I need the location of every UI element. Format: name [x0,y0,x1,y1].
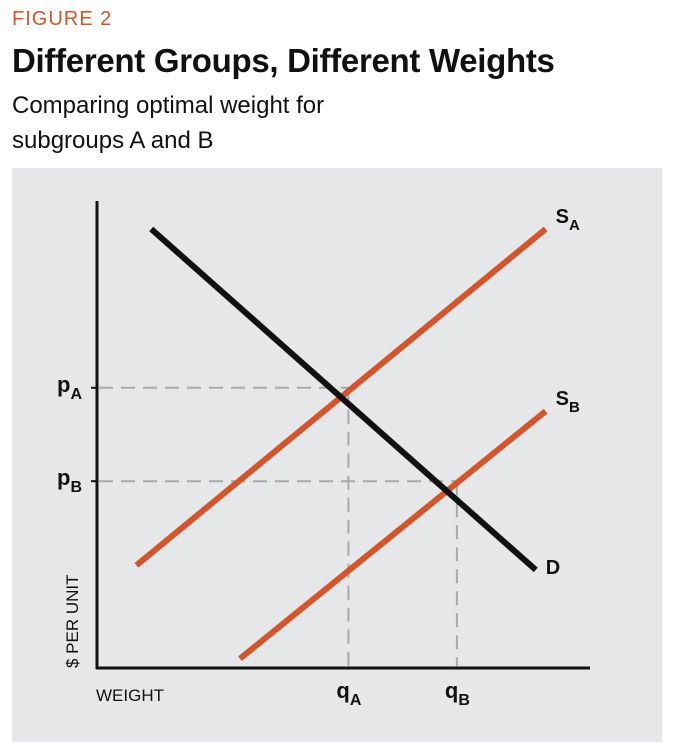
curve-label-s-b: SB [556,388,580,416]
quantity-label-b: qB [445,678,470,709]
curves [134,226,548,661]
curve-s-b [238,408,548,661]
curve-label-s-b-main: S [556,388,569,410]
quantity-label-b-main: q [445,678,458,703]
quantity-label-a-main: q [336,678,349,703]
curve-label-d-main: D [546,557,560,579]
curve-label-s-a: SA [556,206,580,234]
figure-subtitle: Comparing optimal weight for subgroups A… [12,92,325,154]
price-label-a-main: p [57,372,70,397]
curve-label-d: D [546,557,560,579]
curve-label-s-b-sub: B [569,399,580,416]
price-label-b-sub: B [70,479,82,496]
figure-title: Different Groups, Different Weights [12,42,555,79]
y-axis-label: $ PER UNIT [63,574,82,668]
quantity-label-a-sub: A [350,692,362,709]
axes [95,201,590,670]
quantity-label-a: qA [336,678,361,709]
figure-label: FIGURE 2 [12,8,113,30]
curve-label-s-a-main: S [556,206,569,228]
curve-label-s-a-sub: A [569,217,580,234]
guide-lines [91,386,458,666]
chart-panel: WEIGHT $ PER UNIT pA pB qA qB SA SB D [12,168,662,742]
price-label-a-sub: A [70,386,82,403]
curve-d [149,226,538,573]
price-label-b: pB [57,465,82,496]
price-label-b-main: p [57,465,70,490]
x-axis-label: WEIGHT [96,686,164,705]
quantity-label-b-sub: B [458,692,470,709]
price-label-a: pA [57,372,82,403]
